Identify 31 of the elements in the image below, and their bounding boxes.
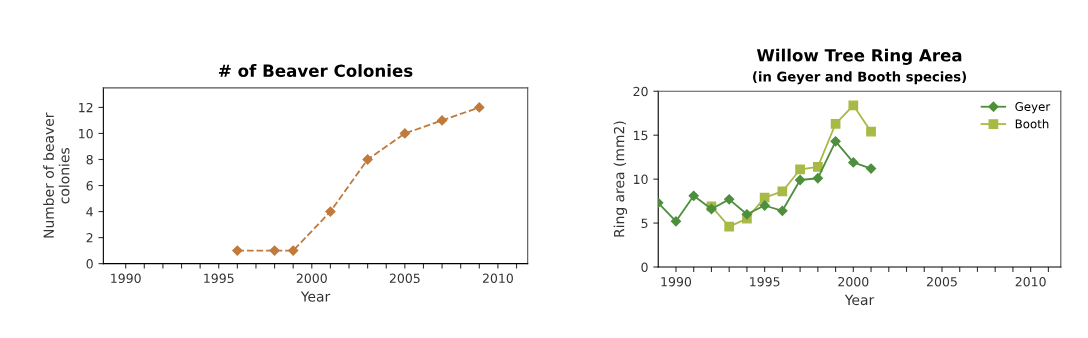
y-tick-label: 0 [641, 262, 648, 272]
x-tick-label: 2000 [838, 276, 869, 287]
chart-title: Willow Tree Ring Area [756, 48, 962, 65]
y-axis-title: Ring area (mm2) [613, 121, 628, 237]
x-tick-label: 1990 [661, 276, 692, 287]
y-tick-label: 2 [86, 233, 93, 243]
legend-label: Booth [1015, 119, 1049, 129]
x-tick-label: 1990 [111, 273, 141, 284]
y-tick-label: 10 [79, 128, 93, 139]
y-tick-label: 12 [79, 102, 93, 113]
x-tick-label: 2010 [1015, 276, 1046, 287]
x-tick-label: 1995 [204, 273, 234, 284]
x-tick-label: 2000 [296, 273, 327, 284]
y-tick-label: 10 [633, 174, 648, 185]
y-tick-label: 0 [86, 259, 93, 269]
x-tick-label: 2005 [926, 276, 957, 287]
x-axis-title: Year [844, 294, 875, 306]
y-tick-label: 8 [86, 154, 93, 165]
y-tick-label: 5 [641, 218, 648, 229]
y-tick-label: 6 [86, 181, 93, 191]
y-axis-title: Number of beaver colonies [43, 112, 70, 238]
x-axis-title: Year [300, 291, 331, 302]
x-tick-label: 2010 [482, 273, 513, 284]
y-tick-label: 15 [633, 130, 648, 141]
y-tick-label: 20 [633, 86, 648, 97]
x-tick-label: 2005 [389, 273, 420, 284]
y-tick-label: 4 [86, 207, 93, 217]
x-tick-label: 1995 [750, 276, 780, 287]
chart-subtitle: (in Geyer and Booth species) [753, 71, 966, 85]
chart-title: # of Beaver Colonies [218, 64, 413, 78]
legend-label: Geyer [1015, 102, 1051, 114]
